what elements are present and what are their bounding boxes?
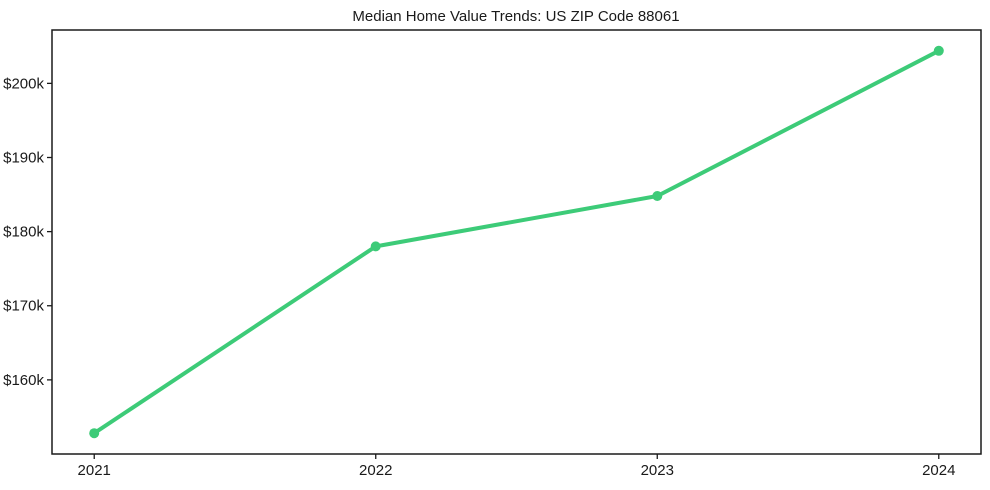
data-point-2024 [933,45,944,56]
plot-area-border [51,29,982,455]
chart-title: Median Home Value Trends: US ZIP Code 88… [352,8,679,25]
y-axis-tick-label: $200k [3,75,44,92]
x-axis-tick-label: 2022 [359,462,392,479]
y-axis-tick-label: $180k [3,224,44,241]
data-point-2022 [370,241,381,252]
trend-line [92,48,941,436]
data-point-2023 [652,191,663,201]
data-point-2021 [89,428,100,439]
y-axis-tick-label: $160k [3,372,44,389]
axes-layer: $160k $170k $180k $190k $200k 2021 2022 2023 202… [3,29,982,479]
y-axis-tick-label: $170k [3,298,44,315]
x-axis-tick-label: 2023 [641,462,674,479]
y-axis-tick-label: $190k [3,149,44,166]
series-layer [89,45,944,439]
x-axis-tick-label: 2021 [78,462,111,479]
x-axis-tick-label: 2024 [922,462,955,479]
